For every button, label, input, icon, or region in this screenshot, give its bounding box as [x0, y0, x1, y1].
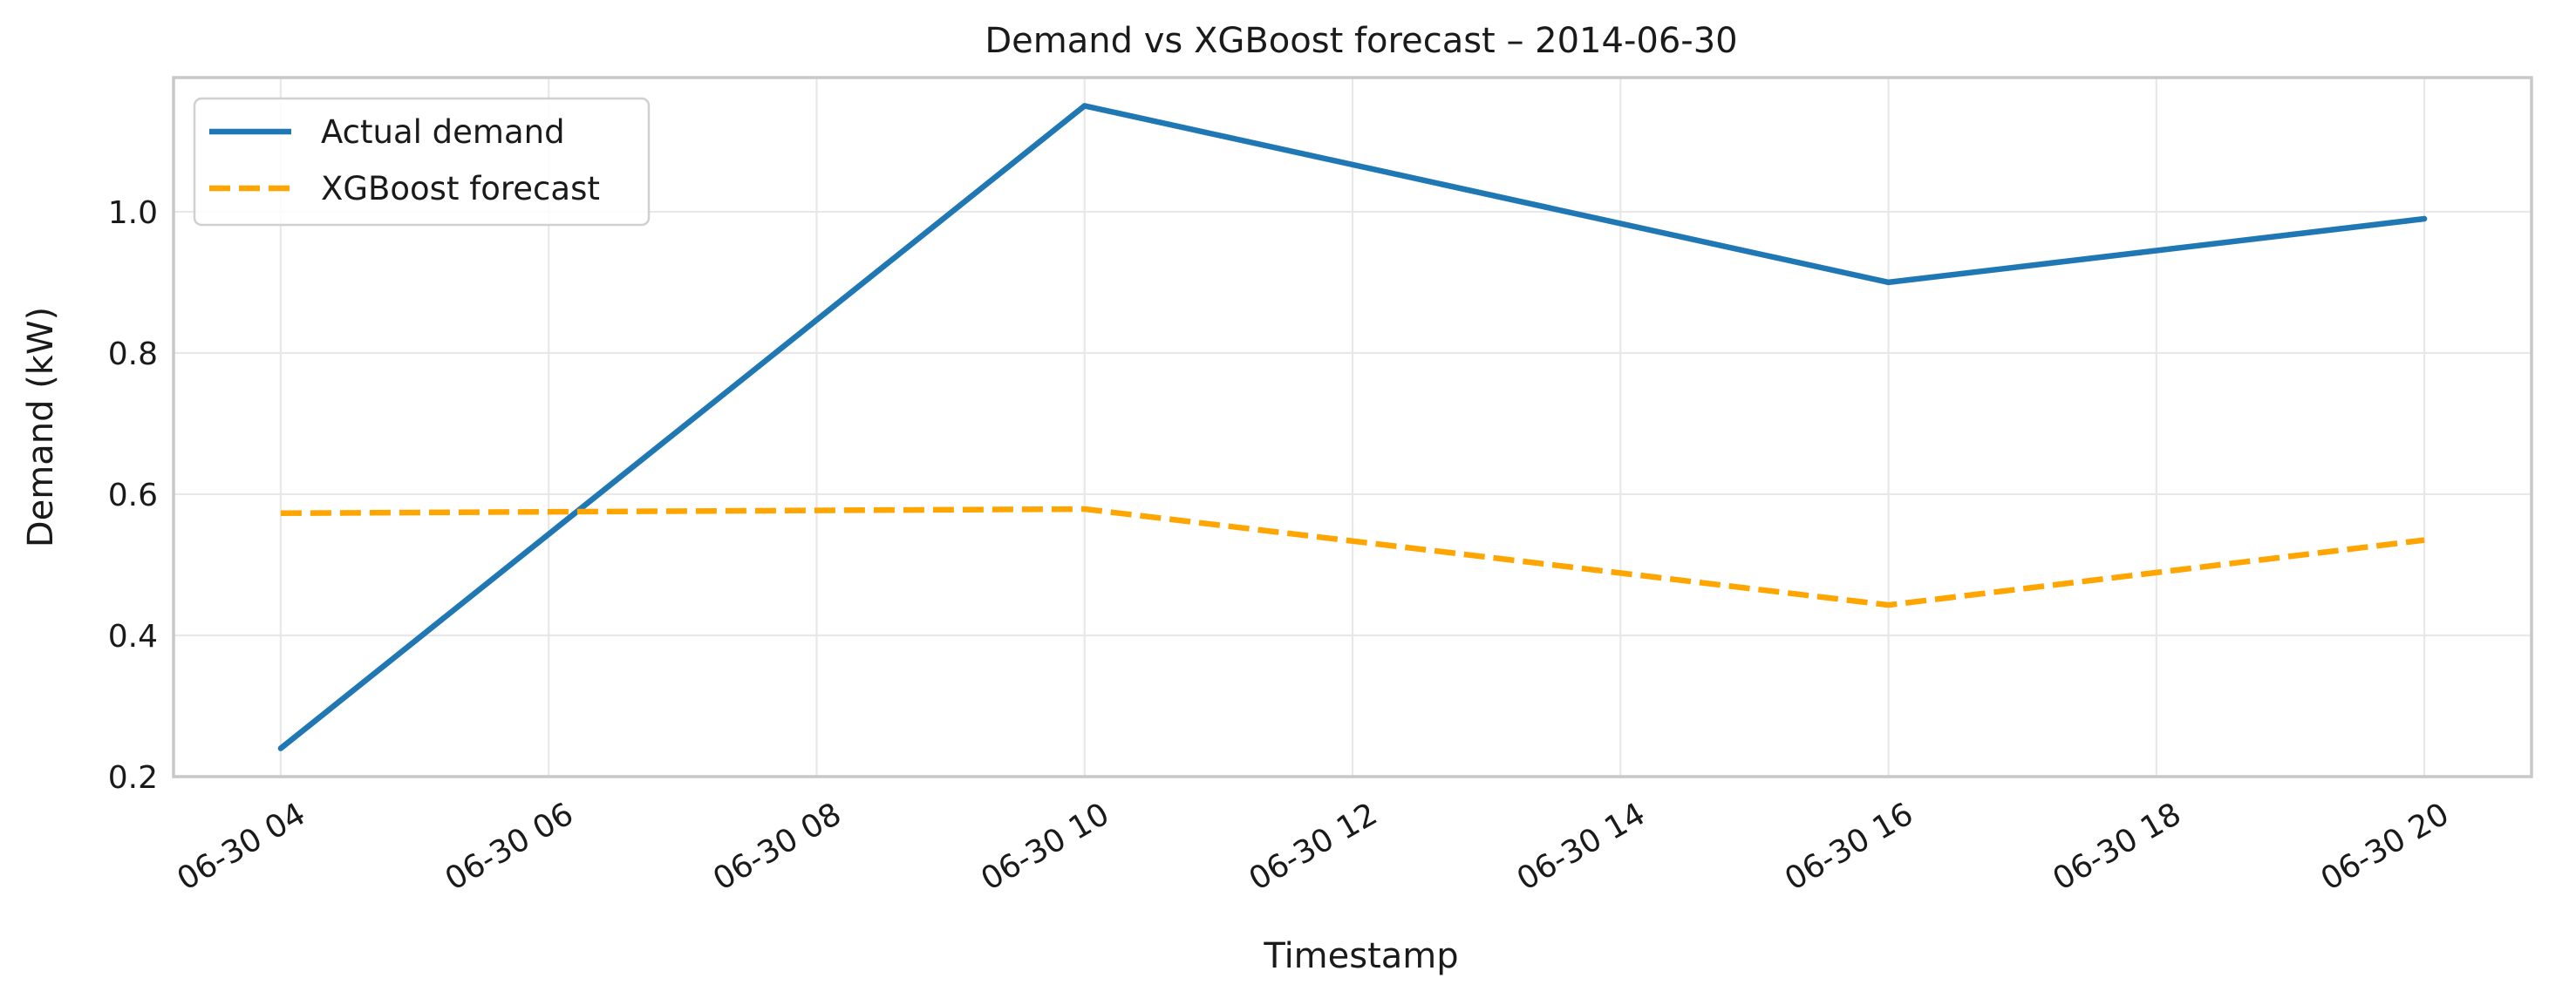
data-point-xgboost-forecast — [1887, 604, 1890, 607]
x-tick-label: 06-30 08 — [707, 796, 848, 897]
plot-frame — [172, 76, 2533, 778]
x-tick-label: 06-30 16 — [1779, 796, 1919, 897]
legend: Actual demand XGBoost forecast — [193, 97, 651, 227]
y-axis-label: Demand (kW) — [21, 307, 61, 547]
data-point-xgboost-forecast — [1083, 507, 1086, 510]
data-point-actual-demand — [279, 747, 282, 750]
series-layer — [277, 103, 2428, 751]
legend-box — [193, 97, 651, 227]
data-point-actual-demand — [1887, 281, 1890, 283]
chart-title: Demand vs XGBoost forecast – 2014-06-30 — [985, 21, 1737, 61]
legend-label-xgboost-forecast: XGBoost forecast — [321, 170, 600, 207]
x-tick-label: 06-30 14 — [1511, 796, 1652, 897]
y-tick-label: 1.0 — [108, 195, 158, 231]
series-line-actual-demand — [277, 103, 2428, 751]
data-point-xgboost-forecast — [2423, 539, 2426, 541]
x-axis-label: Timestamp — [1263, 936, 1458, 976]
x-tick-label: 06-30 20 — [2315, 796, 2456, 897]
y-tick-label: 0.8 — [108, 336, 158, 372]
x-tick-label: 06-30 06 — [440, 796, 580, 897]
y-tick-label: 0.4 — [108, 619, 158, 655]
y-tick-label: 0.2 — [108, 760, 158, 796]
data-point-actual-demand — [2423, 218, 2426, 221]
series-line-xgboost-forecast — [280, 506, 2425, 608]
legend-label-actual-demand: Actual demand — [321, 113, 565, 151]
x-axis-ticks: 06-30 04 06-30 06 06-30 08 06-30 10 06-30 12… — [172, 796, 2456, 897]
x-tick-label: 06-30 04 — [172, 796, 312, 897]
x-tick-label: 06-30 18 — [2047, 796, 2187, 897]
x-tick-label: 06-30 12 — [1244, 796, 1384, 897]
y-axis-ticks: 0.2 0.4 0.6 0.8 1.0 — [108, 195, 158, 796]
x-tick-label: 06-30 10 — [975, 796, 1115, 897]
y-tick-label: 0.6 — [108, 478, 158, 513]
data-point-actual-demand — [1083, 105, 1086, 107]
data-point-xgboost-forecast — [279, 512, 282, 514]
